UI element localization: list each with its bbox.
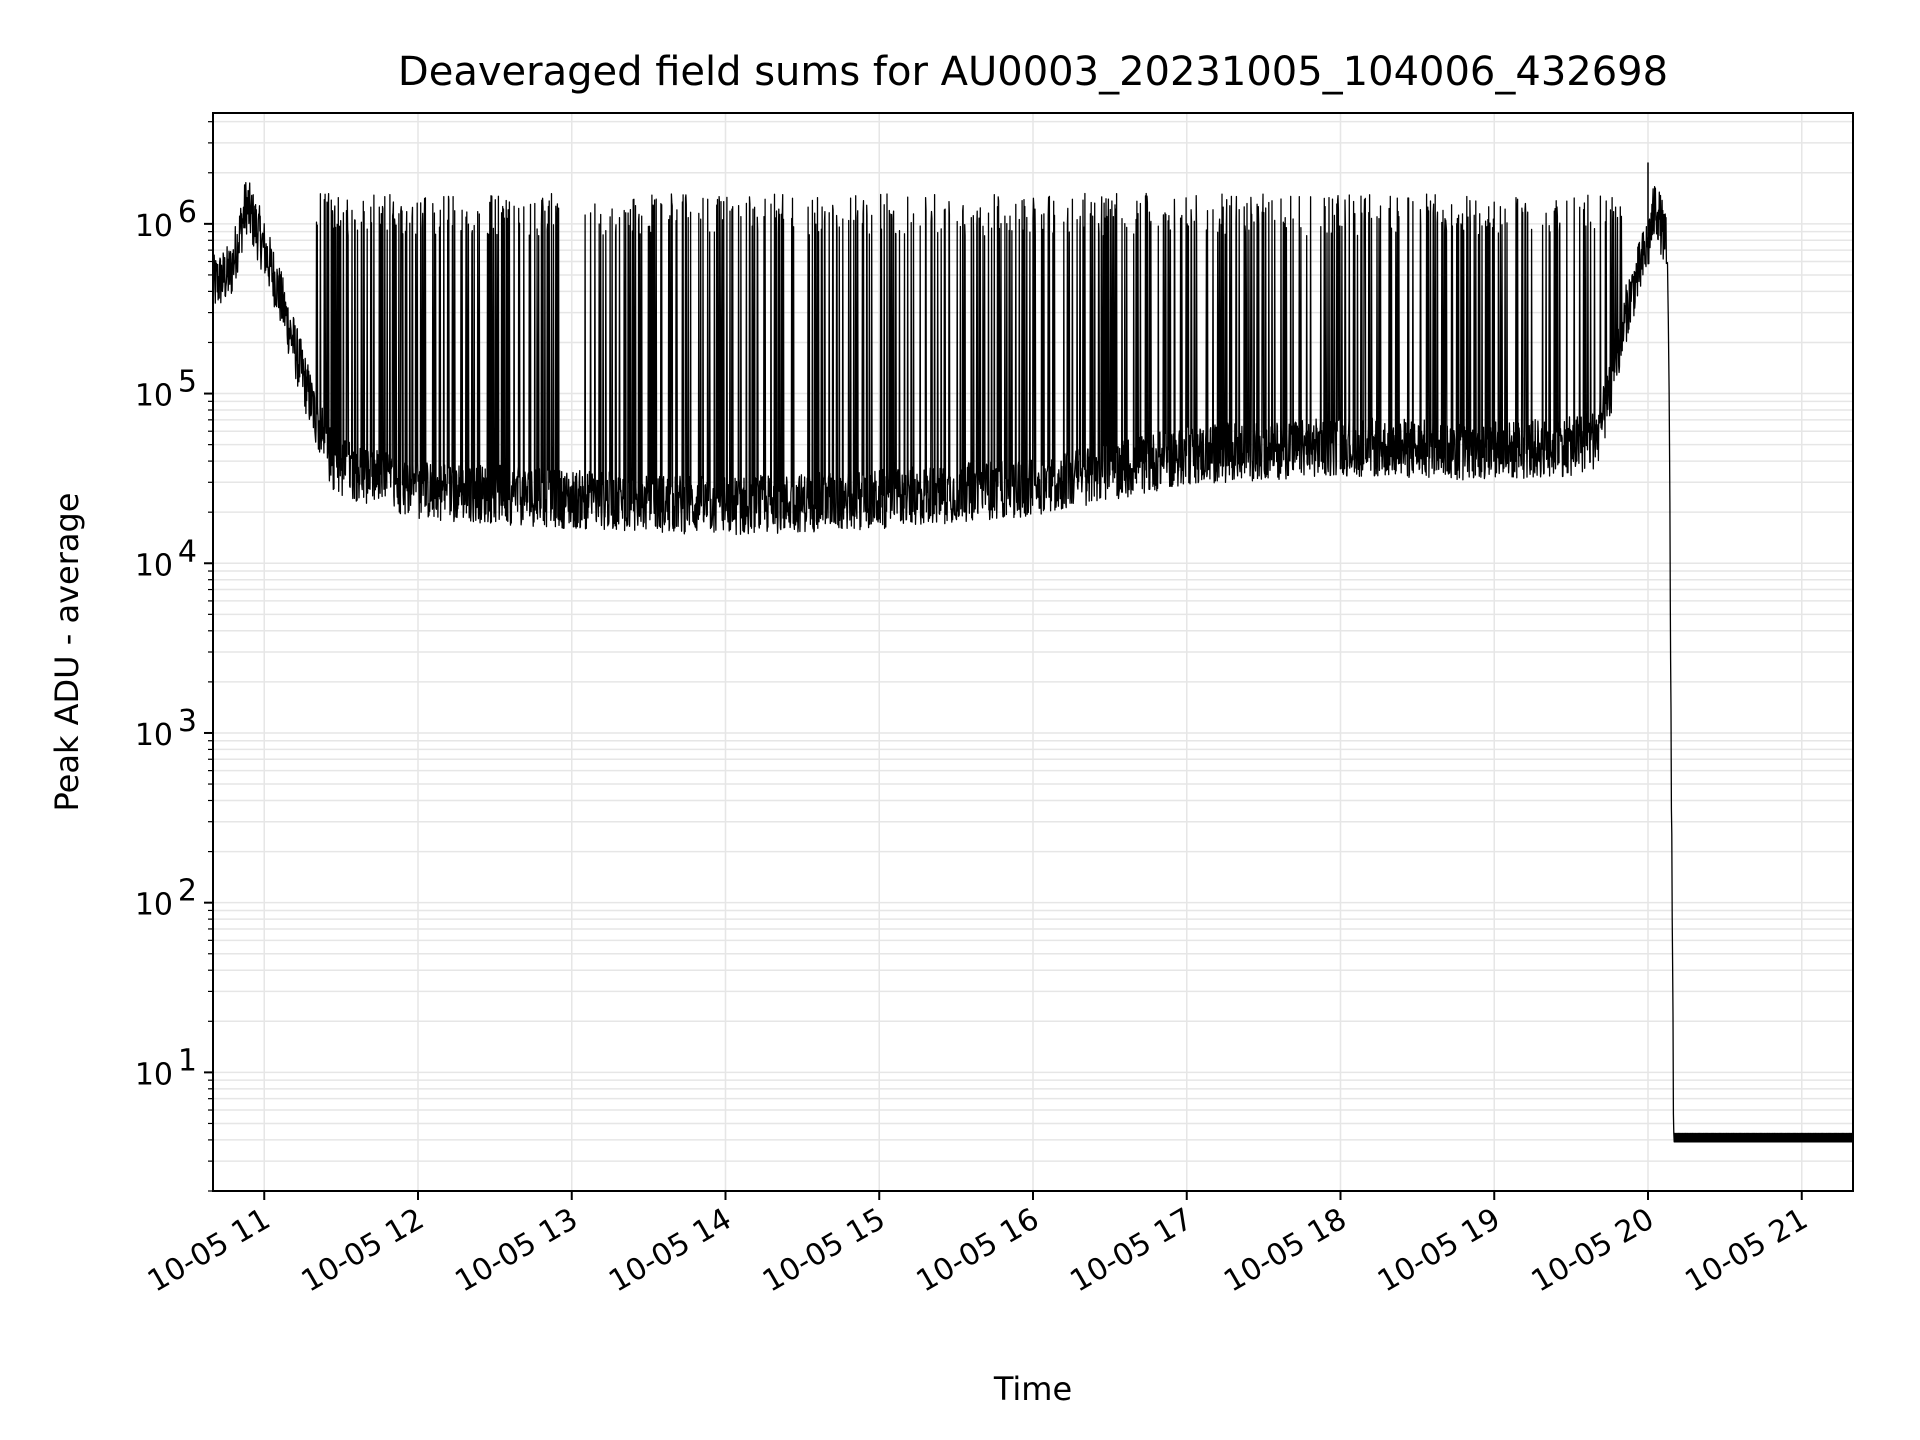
x-tick-label: 10-05 12 [296, 1202, 430, 1300]
y-axis-label: Peak ADU - average [48, 493, 86, 812]
x-tick-label: 10-05 20 [1526, 1202, 1660, 1300]
x-axis-label: Time [993, 1370, 1072, 1408]
y-tick-label: 10 [135, 548, 173, 583]
y-tick-label: 10 [135, 1057, 173, 1092]
x-tick-label: 10-05 16 [911, 1202, 1045, 1300]
x-tick-label: 10-05 11 [142, 1202, 276, 1300]
y-tick-label: 10 [135, 718, 173, 753]
x-tick-label: 10-05 15 [757, 1202, 891, 1300]
series-line [212, 181, 1854, 1143]
x-tick-label: 10-05 18 [1218, 1202, 1352, 1300]
chart-title: Deaveraged field sums for AU0003_2023100… [398, 49, 1668, 95]
x-axis: 10-05 11 10-05 12 10-05 13 10-05 14 10-05 15… [142, 1191, 1814, 1299]
x-tick-label: 10-05 21 [1679, 1202, 1813, 1300]
y-tick-label: 10 [135, 209, 173, 244]
y-tick-exponent: 4 [178, 534, 197, 569]
y-tick-exponent: 5 [178, 365, 197, 400]
x-tick-label: 10-05 19 [1372, 1202, 1506, 1300]
y-tick-label: 10 [135, 888, 173, 923]
y-tick-exponent: 1 [178, 1043, 197, 1078]
x-tick-label: 10-05 14 [603, 1202, 737, 1300]
data-series-line [212, 162, 1854, 1143]
y-tick-exponent: 3 [178, 704, 197, 739]
x-tick-label: 10-05 13 [449, 1202, 583, 1300]
y-tick-label: 10 [135, 379, 173, 414]
y-tick-exponent: 6 [178, 195, 197, 230]
x-tick-label: 10-05 17 [1064, 1202, 1198, 1300]
y-tick-exponent: 2 [178, 874, 197, 909]
